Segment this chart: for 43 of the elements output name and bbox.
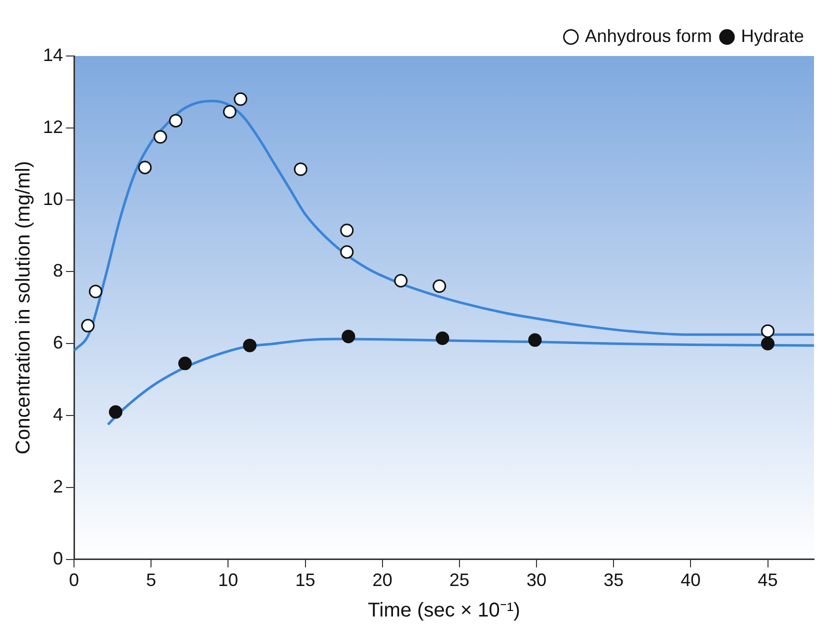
y-tick-label: 14 [42, 44, 64, 65]
x-tick-label: 25 [449, 570, 470, 590]
point [138, 160, 152, 174]
point [394, 274, 408, 288]
point [108, 405, 122, 419]
legend-label: Hydrate [740, 26, 804, 46]
point [81, 318, 95, 332]
x-tick-label: 0 [69, 570, 80, 590]
x-tick-label: 30 [526, 570, 547, 590]
x-tick-label: 20 [372, 570, 392, 590]
point [222, 104, 236, 118]
y-tick-label: 4 [53, 404, 64, 425]
point [88, 284, 102, 298]
point [342, 330, 356, 344]
point [154, 130, 168, 144]
line-series [74, 100, 814, 352]
x-tick-label: 35 [604, 570, 624, 590]
x-tick-label: 5 [146, 570, 156, 590]
point [436, 332, 450, 346]
point [340, 224, 354, 238]
y-tick-label: 8 [53, 260, 64, 281]
y-tick-label: 0 [53, 548, 64, 568]
y-tick-label: 12 [42, 116, 64, 137]
y-axis-title: Concentration in solution (mg/ml) [12, 160, 35, 454]
y-tick-label: 2 [53, 476, 64, 496]
legend-label: Anhydrous form [584, 26, 712, 46]
point [761, 324, 774, 338]
x-tick-label: 10 [218, 570, 238, 590]
y-tick-label: 10 [42, 188, 64, 209]
point [243, 338, 257, 352]
x-tick-label: 40 [680, 570, 701, 590]
point [528, 333, 542, 347]
point [294, 162, 308, 176]
y-tick-label: 6 [53, 332, 64, 353]
point [169, 114, 183, 128]
x-axis-title: Time (sec × 10⁻¹) [368, 600, 520, 622]
point [234, 92, 248, 106]
x-tick-label: 15 [295, 570, 316, 590]
point [761, 336, 774, 350]
point [178, 356, 192, 370]
point [432, 279, 446, 293]
x-tick-label: 45 [758, 570, 778, 590]
point [340, 245, 354, 259]
